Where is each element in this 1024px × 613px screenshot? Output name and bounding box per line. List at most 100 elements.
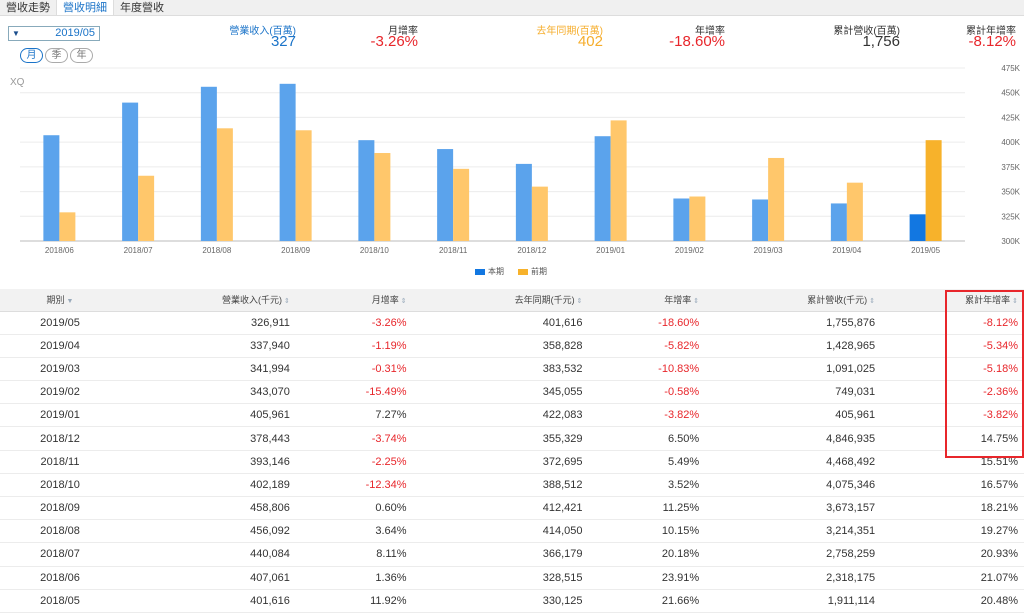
tab-annual-revenue[interactable]: 年度營收 <box>120 2 164 14</box>
mode-quarter-button[interactable]: 季 <box>45 48 68 63</box>
yoy-label: 年增率 <box>695 26 725 37</box>
sort-desc-icon[interactable]: ▼ <box>66 298 74 306</box>
table-cell: 2018/05 <box>0 589 120 613</box>
cumulative-yoy-value: -8.12% <box>968 33 1016 50</box>
sort-icon[interactable]: ⇕ <box>284 298 290 306</box>
col-header-label: 營業收入(千元) <box>222 295 283 306</box>
table-cell: 330,125 <box>412 589 589 613</box>
mode-month-button[interactable]: 月 <box>20 48 43 63</box>
bar-current[interactable] <box>909 214 926 241</box>
col-header-1[interactable]: 營業收入(千元) ⇕ <box>120 289 296 312</box>
col-header-5[interactable]: 累計營收(千元) ⇕ <box>705 289 882 312</box>
table-cell: 393,146 <box>120 450 296 474</box>
revenue-value: 327 <box>270 33 296 50</box>
bar-current[interactable] <box>830 203 847 241</box>
period-value: 2019/05 <box>55 27 95 39</box>
bar-current[interactable] <box>43 135 60 241</box>
table-cell: -0.31% <box>295 357 413 382</box>
col-header-label: 月增率 <box>371 295 399 306</box>
table-row[interactable]: 2018/10 402,189 -12.34% 388,512 3.52% 4,075,3… <box>0 473 1024 498</box>
sort-icon[interactable]: ⇕ <box>1012 298 1018 306</box>
yoy-value: -18.60% <box>669 33 725 50</box>
table-row[interactable]: 2018/05 401,616 11.92% 330,125 21.66% 1,911,1… <box>0 589 1024 613</box>
table-row[interactable]: 2019/03 341,994 -0.31% 383,532 -10.83% 1,091,… <box>0 357 1024 382</box>
table-row[interactable]: 2018/11 393,146 -2.25% 372,695 5.49% 4,468,49… <box>0 450 1024 474</box>
table-cell: -2.36% <box>881 380 1024 405</box>
bar-current[interactable] <box>358 140 375 241</box>
table-cell: 0.60% <box>295 496 413 521</box>
revenue-table: 期別 ▼ 營業收入(千元) ⇕ 月增率 ⇕ 去年同期(千元) ⇕ 年增率 ⇕ 累計營收(千元) ⇕ 累計… <box>0 289 1024 613</box>
x-tick-label: 2018/11 <box>439 246 468 255</box>
bar-previous[interactable] <box>374 153 391 241</box>
bar-previous[interactable] <box>610 120 627 241</box>
table-cell: 337,940 <box>120 334 296 358</box>
mode-year-button[interactable]: 年 <box>70 48 93 63</box>
bar-previous[interactable] <box>453 168 470 241</box>
table-row[interactable]: 2018/08 456,092 3.64% 414,050 10.15% 3,214,35… <box>0 519 1024 544</box>
table-cell: 402,189 <box>120 473 296 498</box>
x-tick-label: 2018/06 <box>45 246 74 255</box>
table-row[interactable]: 2019/04 337,940 -1.19% 358,828 -5.82% 1,428,9… <box>0 334 1024 358</box>
bar-current[interactable] <box>122 102 139 241</box>
col-header-4[interactable]: 年增率 ⇕ <box>588 289 706 312</box>
bar-current[interactable] <box>200 86 217 241</box>
sort-icon[interactable]: ⇕ <box>576 298 583 306</box>
col-header-2[interactable]: 月增率 ⇕ <box>295 289 413 312</box>
col-header-6[interactable]: 累計年增率 ⇕ <box>881 289 1024 312</box>
table-cell: 383,532 <box>412 357 589 382</box>
y-tick-label: 400K <box>1001 138 1020 147</box>
bar-current[interactable] <box>594 136 611 241</box>
bar-previous[interactable] <box>138 175 155 241</box>
sort-icon[interactable]: ⇕ <box>400 298 407 306</box>
table-cell: 20.48% <box>881 589 1024 613</box>
bar-previous[interactable] <box>216 128 233 241</box>
tab-bar: 營收走勢 營收明細 年度營收 <box>0 0 1024 16</box>
table-row[interactable]: 2018/09 458,806 0.60% 412,421 11.25% 3,673,15… <box>0 496 1024 521</box>
bar-previous[interactable] <box>295 130 312 241</box>
table-cell: -10.83% <box>588 357 706 382</box>
table-row[interactable]: 2019/02 343,070 -15.49% 345,055 -0.58% 749,03… <box>0 380 1024 405</box>
legend-current-label: 本期 <box>488 267 504 276</box>
bar-previous[interactable] <box>846 182 863 241</box>
table-cell: 341,994 <box>120 357 296 382</box>
tab-revenue-detail[interactable]: 營收明細 <box>56 0 114 15</box>
table-cell: 405,961 <box>705 403 882 428</box>
table-cell: -8.12% <box>881 311 1024 335</box>
bar-previous[interactable] <box>689 196 706 241</box>
table-row[interactable]: 2018/12 378,443 -3.74% 355,329 6.50% 4,846,93… <box>0 426 1024 451</box>
legend-current[interactable]: 本期 <box>475 266 504 277</box>
bar-current[interactable] <box>515 163 532 241</box>
col-header-0[interactable]: 期別 ▼ <box>0 289 120 312</box>
table-header-row: 期別 ▼ 營業收入(千元) ⇕ 月增率 ⇕ 去年同期(千元) ⇕ 年增率 ⇕ 累計營收(千元) ⇕ 累計… <box>0 289 1024 312</box>
table-cell: 3.52% <box>588 473 706 498</box>
bar-current[interactable] <box>437 149 454 241</box>
bar-previous[interactable] <box>59 212 76 241</box>
bar-previous[interactable] <box>531 186 548 241</box>
tab-revenue-trend[interactable]: 營收走勢 <box>6 2 50 14</box>
bar-current[interactable] <box>752 199 769 241</box>
table-row[interactable]: 2018/07 440,084 8.11% 366,179 20.18% 2,758,25… <box>0 542 1024 567</box>
sort-icon[interactable]: ⇕ <box>869 298 876 306</box>
table-cell: 2018/08 <box>0 519 120 544</box>
table-row[interactable]: 2018/06 407,061 1.36% 328,515 23.91% 2,318,17… <box>0 566 1024 590</box>
table-cell: 1,755,876 <box>705 311 882 335</box>
bar-previous[interactable] <box>768 157 785 241</box>
sort-icon[interactable]: ⇕ <box>693 298 700 306</box>
table-row[interactable]: 2019/05 326,911 -3.26% 401,616 -18.60% 1,755,… <box>0 311 1024 335</box>
col-header-3[interactable]: 去年同期(千元) ⇕ <box>412 289 589 312</box>
y-tick-label: 475K <box>1001 64 1020 73</box>
bar-current[interactable] <box>673 198 690 241</box>
table-cell: -3.26% <box>295 311 413 335</box>
legend-previous[interactable]: 前期 <box>518 266 547 277</box>
period-select[interactable]: ▼ 2019/05 <box>8 26 100 41</box>
bar-current[interactable] <box>279 83 296 241</box>
table-cell: 15.51% <box>881 450 1024 474</box>
table-row[interactable]: 2019/01 405,961 7.27% 422,083 -3.82% 405,961-… <box>0 403 1024 428</box>
x-tick-label: 2018/08 <box>202 246 231 255</box>
table-cell: -5.18% <box>881 357 1024 382</box>
table-cell: 414,050 <box>412 519 589 544</box>
chart-legend: 本期 前期 <box>475 266 547 277</box>
table-cell: 458,806 <box>120 496 296 521</box>
bar-previous[interactable] <box>925 140 942 241</box>
table-cell: 2018/07 <box>0 542 120 567</box>
